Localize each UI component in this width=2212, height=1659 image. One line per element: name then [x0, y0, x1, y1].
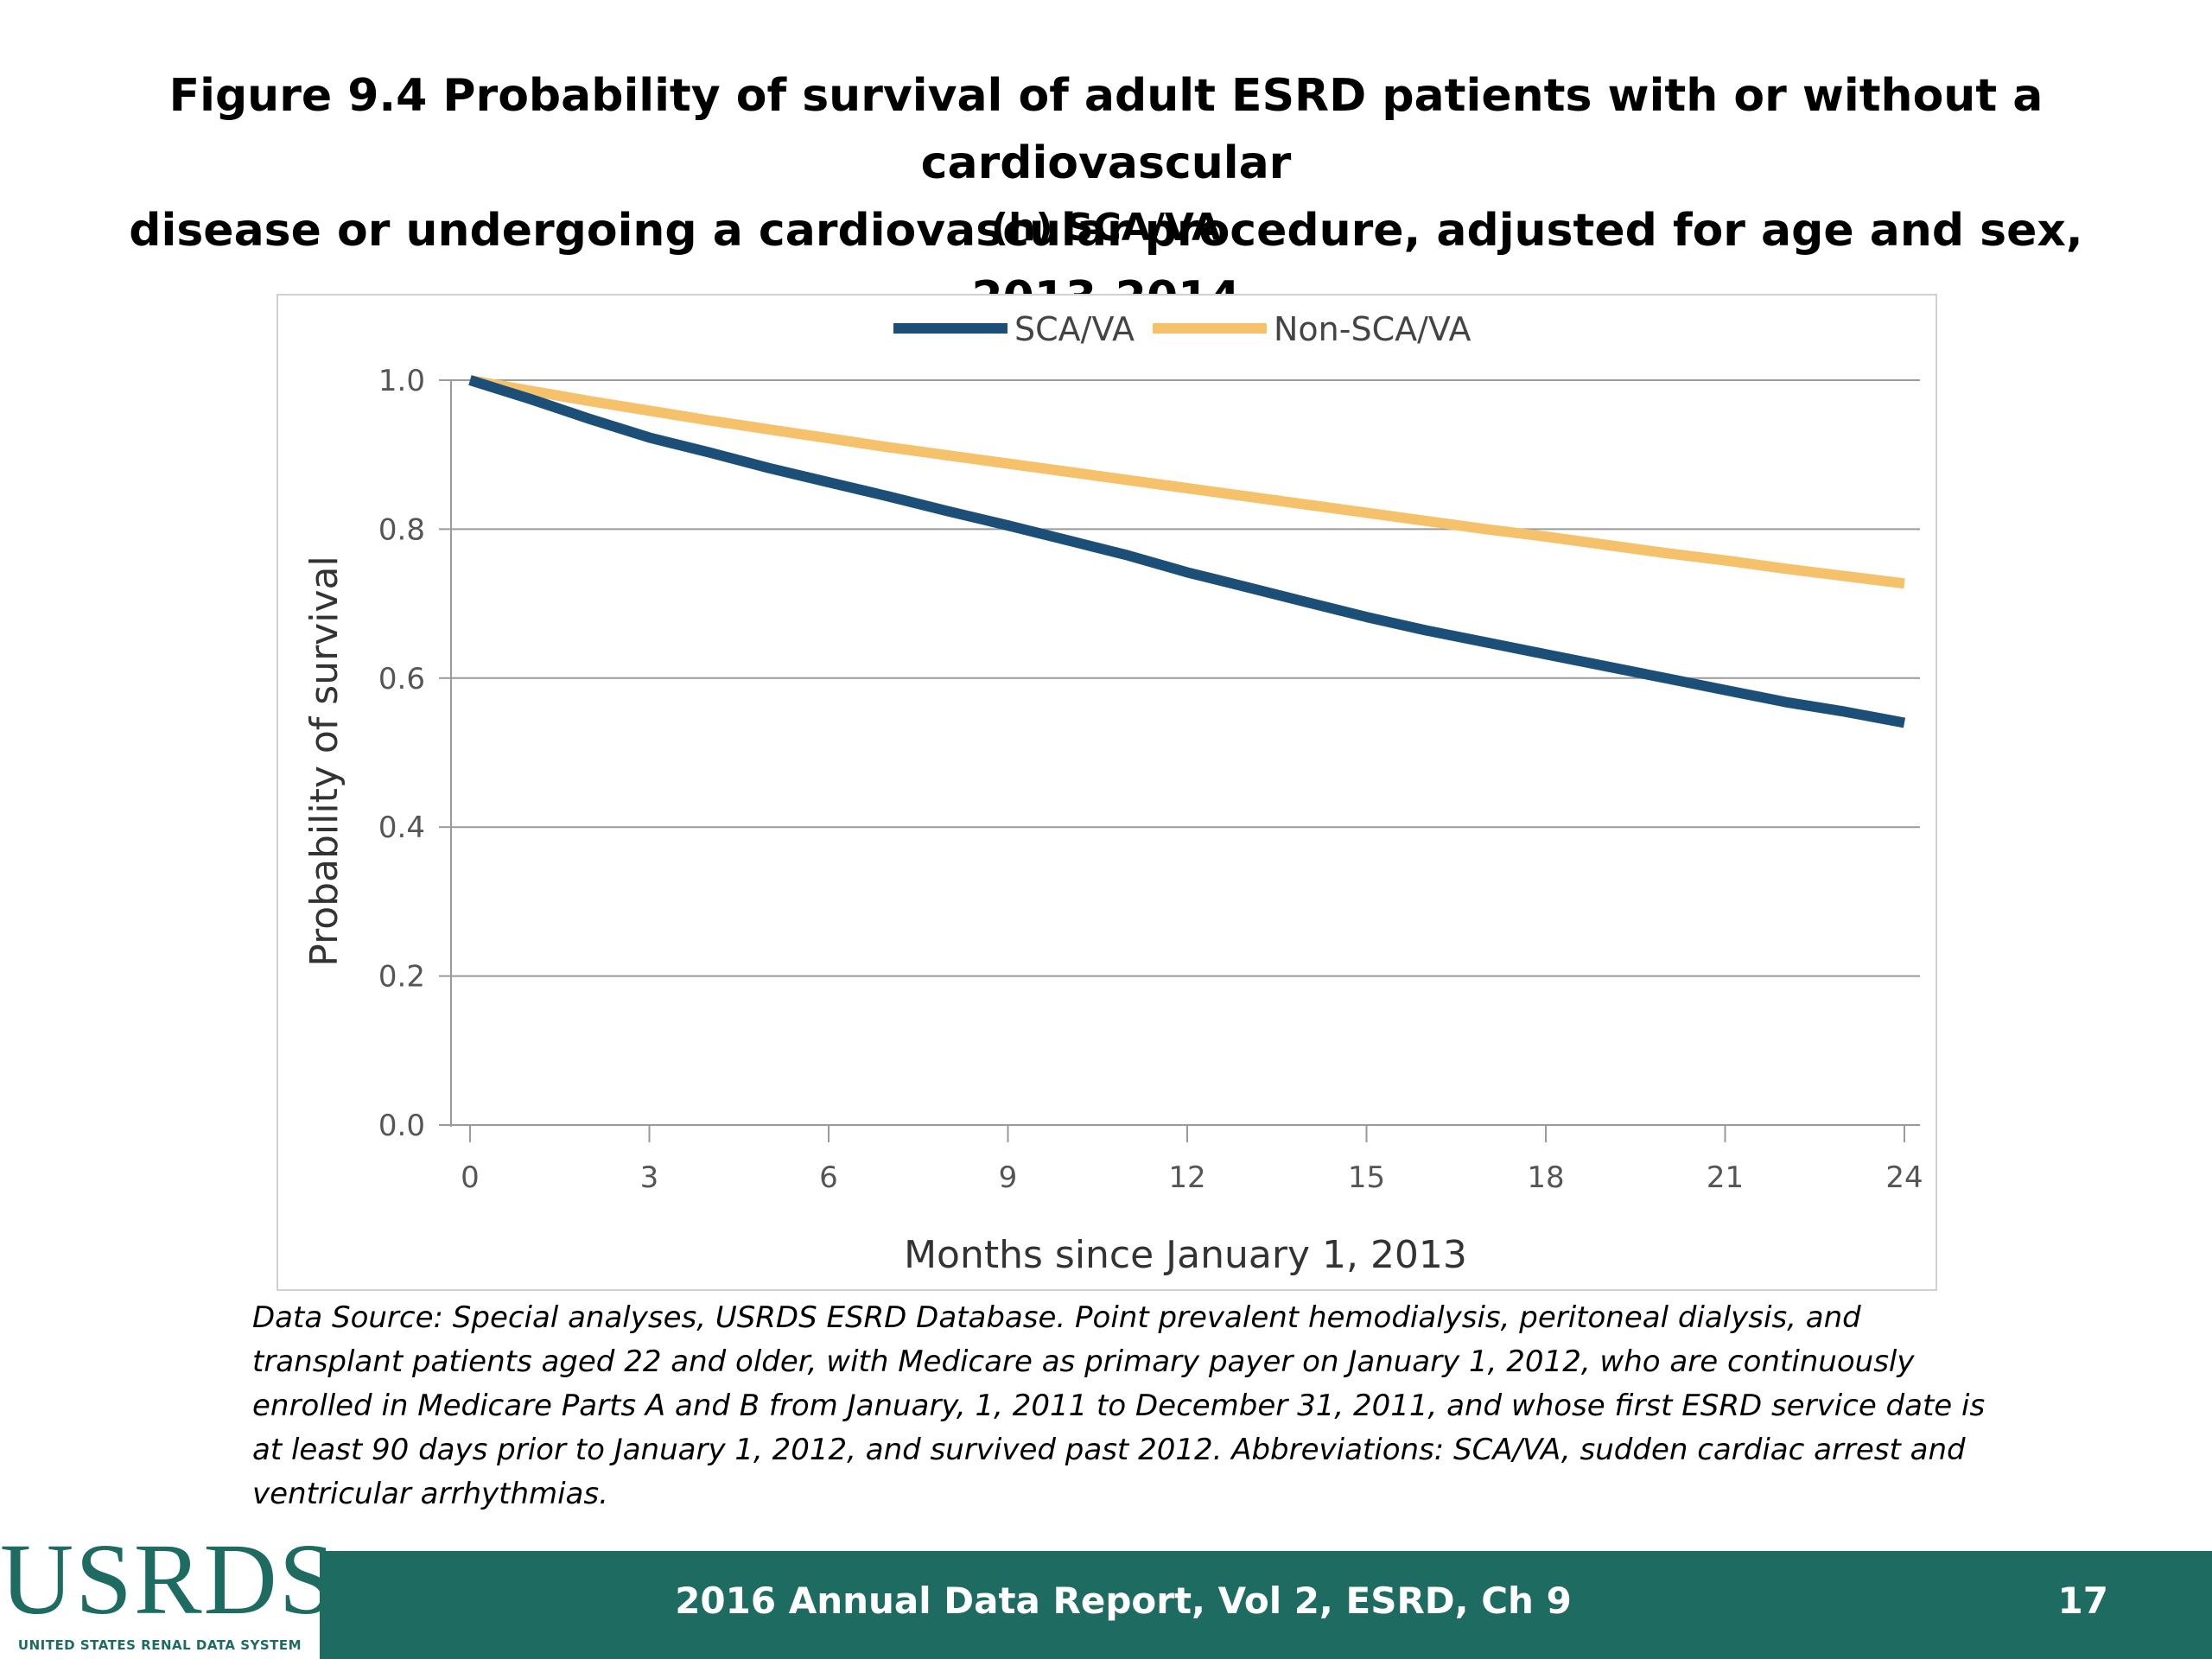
x-axis-label: Months since January 1, 2013	[904, 1233, 1467, 1277]
x-tick-label: 3	[640, 1160, 659, 1195]
y-tick-label: 0.0	[378, 1109, 425, 1143]
chart-subtitle: (h) SCA/VA	[990, 206, 1222, 250]
slide-title-line-1: Figure 9.4 Probability of survival of ad…	[168, 70, 2044, 189]
y-tick-label: 0.8	[378, 512, 425, 547]
usrds-logo-word: USRDS	[0, 1522, 338, 1636]
x-tick-label: 24	[1885, 1160, 1923, 1195]
y-axis-label: Probability of survival	[302, 556, 346, 966]
report-label: 2016 Annual Data Report, Vol 2, ESRD, Ch…	[675, 1580, 1572, 1622]
y-tick-label: 0.6	[378, 662, 425, 696]
y-tick-label: 0.2	[378, 960, 425, 995]
x-tick-label: 15	[1348, 1160, 1385, 1195]
usrds-logo-subtitle: UNITED STATES RENAL DATA SYSTEM	[17, 1637, 302, 1653]
x-tick-label: 0	[461, 1160, 480, 1195]
slide-title: Figure 9.4 Probability of survival of ad…	[52, 62, 2160, 332]
data-source-note: Data Source: Special analyses, USRDS ESR…	[252, 1300, 1986, 1511]
survival-line-chart: 0.0 0.2 0.4 0.6 0.8 1.0 0 3 6 9 12 15 18 21 24 Months s…	[302, 310, 1923, 1277]
page-number: 17	[2057, 1580, 2108, 1622]
x-tick-label: 12	[1168, 1160, 1205, 1195]
x-tick-label: 18	[1527, 1160, 1564, 1195]
footer-bar	[0, 1551, 2212, 1659]
x-tick-label: 9	[999, 1160, 1018, 1195]
series-line-sca-va	[468, 375, 1906, 728]
y-tick-label: 0.4	[378, 810, 425, 845]
y-tick-label: 1.0	[378, 364, 425, 398]
x-tick-label: 6	[819, 1160, 838, 1195]
x-tick-label: 21	[1707, 1160, 1744, 1195]
legend-label: Non-SCA/VA	[1274, 310, 1471, 348]
chart-frame: 0.0 0.2 0.4 0.6 0.8 1.0 0 3 6 9 12 15 18 21 24 Months s…	[276, 294, 1937, 1291]
series-line-non-sca-va	[468, 375, 1905, 589]
usrds-logo	[0, 1538, 320, 1659]
legend-label: SCA/VA	[1014, 310, 1135, 348]
